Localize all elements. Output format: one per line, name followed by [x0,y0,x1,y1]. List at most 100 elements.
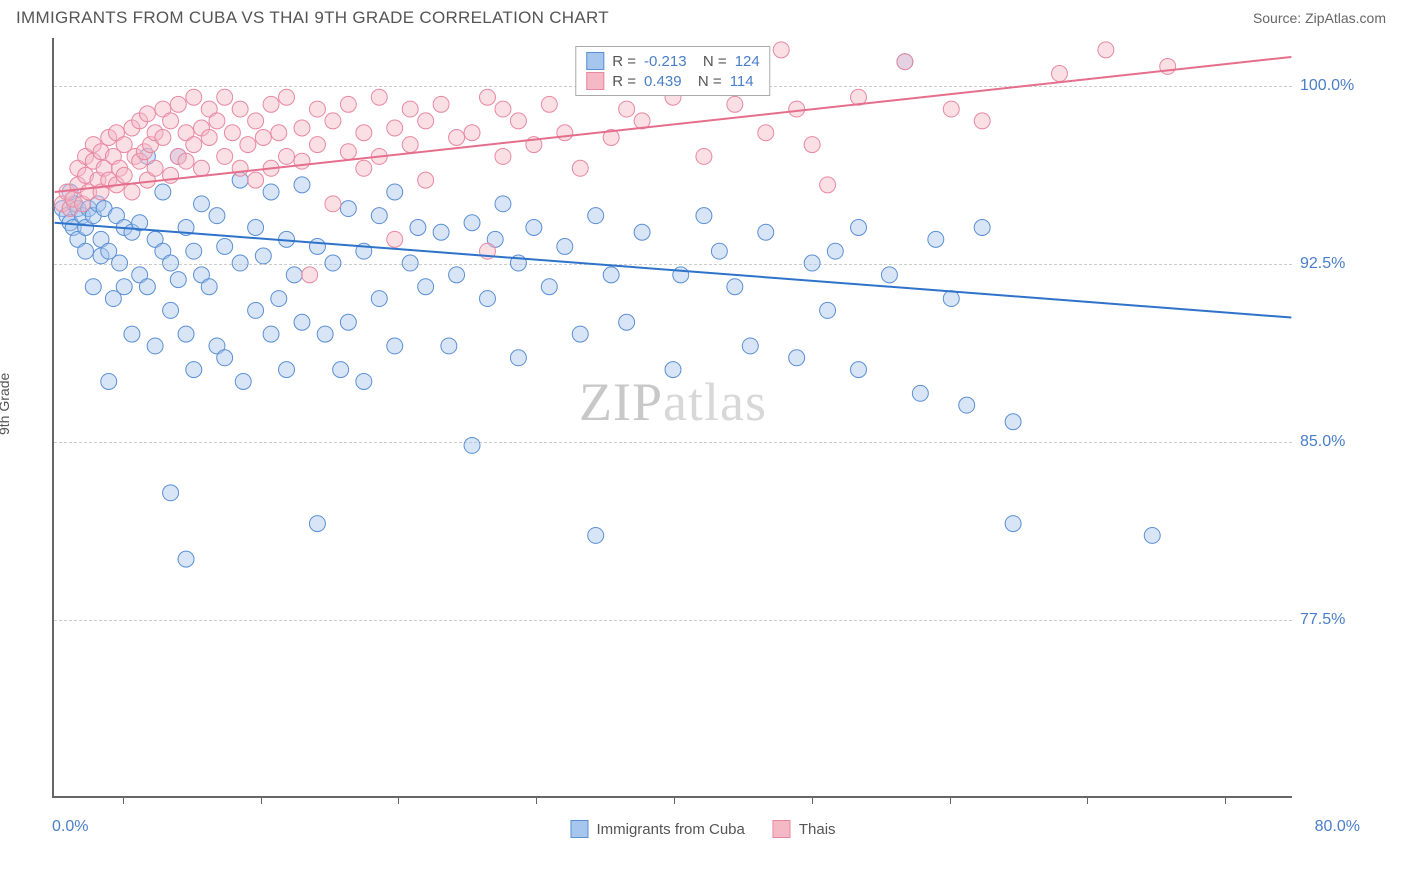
scatter-point [480,89,496,105]
scatter-point [147,160,163,176]
scatter-point [897,54,913,70]
scatter-point [881,267,897,283]
scatter-point [619,314,635,330]
stats-row-1: R = 0.439 N = 114 [586,71,759,91]
scatter-point [209,113,225,129]
scatter-point [1005,516,1021,532]
scatter-point [557,238,573,254]
y-axis-label: 9th Grade [0,373,12,435]
scatter-point [325,113,341,129]
scatter-point [464,215,480,231]
scatter-point [943,291,959,307]
scatter-point [201,130,217,146]
scatter-point [619,101,635,117]
scatter-point [449,267,465,283]
scatter-point [433,224,449,240]
scatter-point [217,350,233,366]
scatter-point [163,167,179,183]
scatter-point [526,220,542,236]
scatter-point [541,96,557,112]
x-tick [1087,796,1088,804]
scatter-point [263,184,279,200]
stats-swatch-0 [586,52,604,70]
scatter-point [124,326,140,342]
scatter-point [263,96,279,112]
scatter-point [371,208,387,224]
scatter-point [271,291,287,307]
scatter-point [279,148,295,164]
scatter-point [263,326,279,342]
scatter-point [356,373,372,389]
scatter-point [402,101,418,117]
scatter-point [510,350,526,366]
scatter-point [588,208,604,224]
scatter-point [851,362,867,378]
scatter-point [194,160,210,176]
scatter-point [410,220,426,236]
legend-bottom: Immigrants from Cuba Thais [570,820,835,838]
scatter-point [209,208,225,224]
scatter-point [325,196,341,212]
scatter-point [112,255,128,271]
scatter-point [588,527,604,543]
scatter-point [433,96,449,112]
scatter-point [943,101,959,117]
scatter-point [232,255,248,271]
scatter-point [186,89,202,105]
scatter-point [294,314,310,330]
legend-label-0: Immigrants from Cuba [596,821,744,838]
legend-item-0: Immigrants from Cuba [570,820,744,838]
scatter-point [711,243,727,259]
scatter-point [789,350,805,366]
scatter-point [387,184,403,200]
scatter-point [480,291,496,307]
x-tick [261,796,262,804]
stats-r-val-0: -0.213 [644,53,687,70]
scatter-point [418,172,434,188]
scatter-point [673,267,689,283]
scatter-point [163,113,179,129]
chart-header: IMMIGRANTS FROM CUBA VS THAI 9TH GRADE C… [0,0,1406,32]
scatter-point [402,137,418,153]
y-tick-label: 92.5% [1300,255,1380,273]
scatter-point [294,153,310,169]
scatter-point [340,314,356,330]
scatter-point [773,42,789,58]
scatter-point [974,220,990,236]
scatter-point [271,125,287,141]
scatter-point [178,326,194,342]
stats-n-val-0: 124 [735,53,760,70]
scatter-point [139,106,155,122]
scatter-point [449,130,465,146]
scatter-point [727,96,743,112]
scatter-point [696,148,712,164]
scatter-point [1144,527,1160,543]
scatter-point [217,238,233,254]
scatter-point [186,362,202,378]
scatter-point [1052,66,1068,82]
x-tick [398,796,399,804]
scatter-point [820,177,836,193]
scatter-point [387,120,403,136]
scatter-point [742,338,758,354]
scatter-point [217,89,233,105]
scatter-point [78,243,94,259]
scatter-point [217,148,233,164]
scatter-point [248,302,264,318]
scatter-point [139,279,155,295]
scatter-point [1098,42,1114,58]
scatter-point [371,291,387,307]
scatter-point [665,362,681,378]
scatter-point [178,551,194,567]
legend-label-1: Thais [799,821,836,838]
stats-box: R = -0.213 N = 124 R = 0.439 N = 114 [575,46,770,96]
x-tick [674,796,675,804]
stats-n-val-1: 114 [730,73,754,90]
scatter-point [402,255,418,271]
scatter-point [1005,414,1021,430]
scatter-point [495,148,511,164]
x-axis-min-label: 0.0% [52,818,88,836]
scatter-point [124,184,140,200]
scatter-point [101,373,117,389]
stats-r-label-0: R = [612,53,636,70]
